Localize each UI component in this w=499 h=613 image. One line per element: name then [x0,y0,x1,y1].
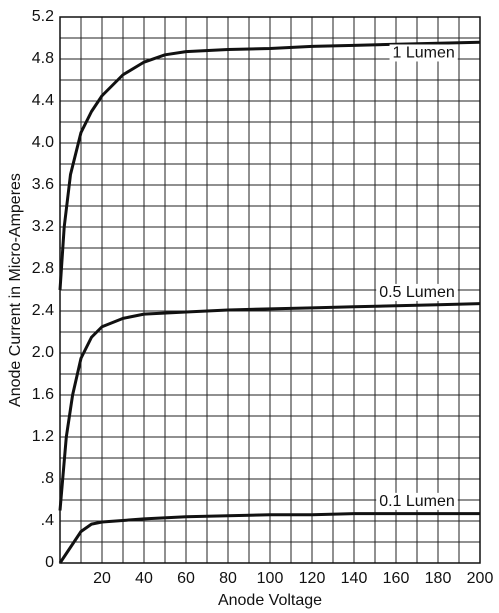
series-label-bg [389,44,458,62]
y-axis-label: Anode Current in Micro-Amperes [7,173,24,407]
x-tick-label: 20 [93,570,111,587]
series-label: 0.1 Lumen [379,493,455,510]
y-tick-label: 1.6 [32,386,54,403]
y-tick-label: 0 [45,554,54,571]
x-tick-label: 200 [467,570,494,587]
x-tick-label: 40 [135,570,153,587]
x-tick-label: 140 [341,570,368,587]
y-tick-label: 4.0 [32,134,54,151]
series-label: 1 Lumen [393,44,455,61]
series-label-bg [376,492,458,510]
x-tick-label: 180 [425,570,452,587]
x-axis-label: Anode Voltage [218,592,322,609]
y-tick-label: 2.4 [32,302,54,319]
x-tick-label: 60 [177,570,195,587]
y-tick-label: 2.0 [32,344,54,361]
series-label: 0.5 Lumen [379,284,455,301]
series-label-bg [376,283,458,301]
y-tick-label: 5.2 [32,8,54,25]
y-tick-label: 1.2 [32,428,54,445]
y-tick-label: 4.8 [32,50,54,67]
x-tick-label: 80 [219,570,237,587]
y-tick-label: 4.4 [32,92,54,109]
y-tick-label: 3.6 [32,176,54,193]
x-tick-label: 160 [383,570,410,587]
x-tick-label: 120 [299,570,326,587]
y-tick-label: .8 [41,470,54,487]
y-tick-label: 3.2 [32,218,54,235]
series-line [58,40,481,291]
series-line [58,302,481,511]
series-line [58,512,480,564]
y-tick-label: 2.8 [32,260,54,277]
y-tick-label: .4 [41,512,54,529]
x-tick-label: 100 [257,570,284,587]
